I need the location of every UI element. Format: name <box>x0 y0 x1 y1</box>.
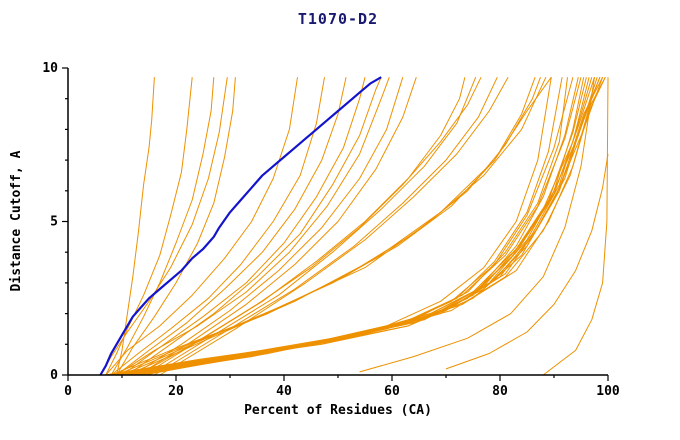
y-tick-label: 0 <box>50 368 58 383</box>
model-curves-layer <box>99 76 609 376</box>
model-curve-11 <box>116 77 390 376</box>
x-tick-label: 20 <box>168 384 184 399</box>
model-curve-22 <box>127 76 552 376</box>
axes-layer: 0 20 40 60 80 100 0 5 10 <box>42 61 620 399</box>
model-curve-25 <box>116 77 568 376</box>
x-tick-label: 60 <box>384 384 400 399</box>
x-axis-label: Percent of Residues (CA) <box>244 403 432 418</box>
model-curve-16 <box>137 76 482 376</box>
model-curve-38 <box>105 77 604 376</box>
model-curve-8 <box>116 77 347 376</box>
model-curve-21 <box>121 76 547 376</box>
model-curve-23 <box>105 77 552 376</box>
y-tick-label: 5 <box>50 215 58 230</box>
model-curve-4 <box>116 77 236 376</box>
model-curve-5 <box>99 77 228 376</box>
model-curve-6 <box>105 77 298 376</box>
model-curve-3 <box>110 77 215 376</box>
y-tick-label: 10 <box>42 61 58 76</box>
x-tick-label: 0 <box>64 384 72 399</box>
model-curve-7 <box>110 77 325 376</box>
x-tick-label: 80 <box>492 384 508 399</box>
model-curve-24 <box>111 77 563 376</box>
model-curve-15 <box>148 77 477 376</box>
x-tick-label: 40 <box>276 384 292 399</box>
model-curve-43 <box>542 77 609 376</box>
model-curve-42 <box>445 153 609 370</box>
chart-title: T1070-D2 <box>298 10 378 28</box>
model-curve-41 <box>359 77 595 373</box>
model-curve-26 <box>105 77 574 376</box>
model-curve-17 <box>154 76 498 376</box>
model-curve-19 <box>111 77 536 376</box>
model-curve-9 <box>121 77 366 376</box>
model-curve-40 <box>132 76 606 376</box>
model-curve-10 <box>127 76 382 376</box>
y-axis-label: Distance Cutoff, A <box>9 150 24 291</box>
model-curve-29 <box>127 77 585 376</box>
x-tick-label: 100 <box>596 384 620 399</box>
model-curve-1 <box>116 77 155 376</box>
model-curve-33 <box>121 77 595 376</box>
model-curve-20 <box>116 77 541 376</box>
model-curve-2 <box>105 77 193 376</box>
model-curve-28 <box>111 77 582 376</box>
model-curve-13 <box>137 77 417 376</box>
highlighted-model-curve <box>99 76 382 376</box>
model-curve-12 <box>132 77 404 376</box>
